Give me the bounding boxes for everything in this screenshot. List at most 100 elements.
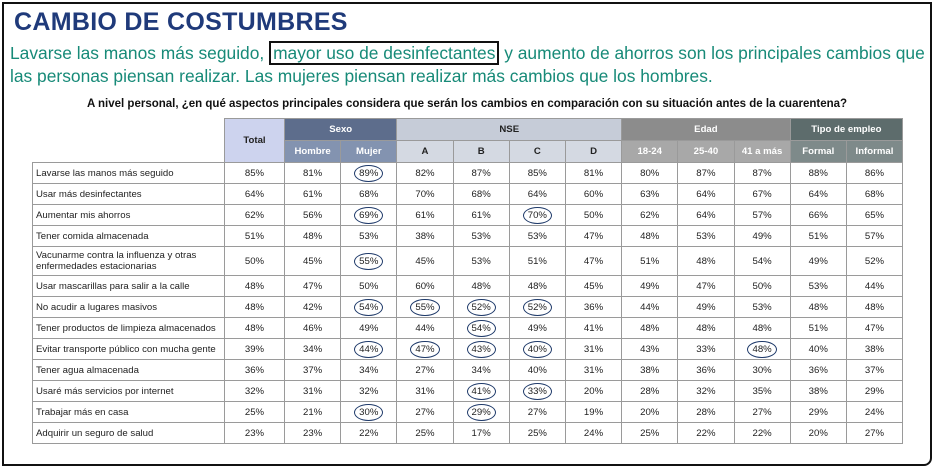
- value: 37%: [864, 364, 885, 376]
- value: 29%: [864, 385, 885, 397]
- value: 61%: [302, 188, 323, 200]
- value: 20%: [640, 406, 660, 418]
- row: No acudir a lugares masivos 48% 42% 54% 55% 5…: [32, 296, 904, 318]
- cell: 40%: [789, 338, 847, 360]
- cell: 52%: [845, 246, 904, 276]
- value: 30%: [752, 364, 772, 376]
- cell: 54%: [340, 296, 398, 318]
- cell: 66%: [789, 204, 847, 226]
- cell: 49%: [340, 317, 398, 339]
- title: CAMBIO DE COSTUMBRES: [14, 8, 348, 36]
- value: 47%: [583, 255, 604, 267]
- column-header: Formal: [789, 140, 847, 163]
- value: 51%: [808, 322, 828, 334]
- value: 29%: [808, 406, 828, 418]
- subtitle-highlight: mayor uso de desinfectantes: [269, 41, 500, 65]
- value: 87%: [752, 167, 772, 179]
- cell: 53%: [789, 275, 847, 297]
- row: Trabajar más en casa 25% 21% 30% 27% 29% 27% 19…: [32, 401, 904, 423]
- cell: 30%: [733, 359, 791, 381]
- cell: 61%: [283, 183, 342, 205]
- value: 68%: [864, 188, 885, 200]
- value: 22%: [359, 427, 379, 439]
- value: 50%: [583, 209, 604, 221]
- value: 42%: [302, 301, 323, 313]
- value: 81%: [302, 167, 323, 179]
- cell: 41%: [452, 380, 510, 402]
- value: 32%: [359, 385, 379, 397]
- value: 45%: [583, 280, 604, 292]
- column-header: C: [508, 140, 566, 163]
- cell: 89%: [340, 162, 398, 184]
- row-label: No acudir a lugares masivos: [32, 296, 225, 318]
- value: 32%: [696, 385, 716, 397]
- cell: 51%: [789, 225, 847, 247]
- cell: 64%: [677, 183, 735, 205]
- cell: 36%: [224, 359, 285, 381]
- row-label: Usaré más servicios por internet: [32, 380, 225, 402]
- value: 48%: [752, 322, 772, 334]
- row-label: Usar más desinfectantes: [32, 183, 225, 205]
- value: 63%: [640, 188, 660, 200]
- cell: 36%: [677, 359, 735, 381]
- cell: 23%: [224, 422, 285, 444]
- cell: 40%: [508, 359, 566, 381]
- cell: 62%: [621, 204, 679, 226]
- cell: 38%: [789, 380, 847, 402]
- row: Aumentar mis ahorros 62% 56% 69% 61% 61% 70% 50…: [32, 204, 904, 226]
- circled-value: 40%: [522, 340, 552, 358]
- cell: 48%: [621, 317, 679, 339]
- value: 48%: [696, 255, 716, 267]
- value: 21%: [302, 406, 323, 418]
- value: 34%: [471, 364, 491, 376]
- cell: 28%: [677, 401, 735, 423]
- cell: 47%: [283, 275, 342, 297]
- value: 36%: [696, 364, 716, 376]
- value: 25%: [527, 427, 547, 439]
- value: 17%: [471, 427, 491, 439]
- cell: 35%: [733, 380, 791, 402]
- cell: 53%: [677, 225, 735, 247]
- value: 48%: [864, 301, 885, 313]
- value: 47%: [864, 322, 885, 334]
- row: Tener agua almacenada 36% 37% 34% 27% 34% 40% 3…: [32, 359, 904, 381]
- cell: 31%: [564, 359, 623, 381]
- value: 68%: [359, 188, 379, 200]
- value: 47%: [696, 280, 716, 292]
- value: 61%: [471, 209, 491, 221]
- value: 64%: [244, 188, 265, 200]
- value: 48%: [696, 322, 716, 334]
- cell: 17%: [452, 422, 510, 444]
- cell: 48%: [224, 296, 285, 318]
- cell: 52%: [452, 296, 510, 318]
- value: 68%: [471, 188, 491, 200]
- cell: 24%: [564, 422, 623, 444]
- value: 53%: [752, 301, 772, 313]
- circled-value: 48%: [747, 340, 777, 358]
- cell: 19%: [564, 401, 623, 423]
- cell: 29%: [452, 401, 510, 423]
- value: 85%: [527, 167, 547, 179]
- subtitle-text: Lavarse las manos más seguido,: [10, 43, 270, 63]
- cell: 40%: [508, 338, 566, 360]
- value: 62%: [640, 209, 660, 221]
- value: 40%: [808, 343, 828, 355]
- cell: 55%: [396, 296, 454, 318]
- cell: 47%: [564, 246, 623, 276]
- cell: 38%: [396, 225, 454, 247]
- cell: 34%: [283, 338, 342, 360]
- column-header: Informal: [845, 140, 904, 163]
- cell: 85%: [224, 162, 285, 184]
- cell: 22%: [677, 422, 735, 444]
- cell: 48%: [733, 317, 791, 339]
- group-header: Edad: [621, 118, 791, 141]
- cell: 31%: [283, 380, 342, 402]
- cell: 69%: [340, 204, 398, 226]
- value: 57%: [752, 209, 772, 221]
- circled-value: 47%: [410, 340, 440, 358]
- row-label: Usar mascarillas para salir a la calle: [32, 275, 225, 297]
- value: 25%: [415, 427, 435, 439]
- circled-value: 89%: [354, 164, 384, 182]
- value: 49%: [696, 301, 716, 313]
- header-row: Total Sexo NSE Edad Tipo de empleo: [32, 118, 904, 163]
